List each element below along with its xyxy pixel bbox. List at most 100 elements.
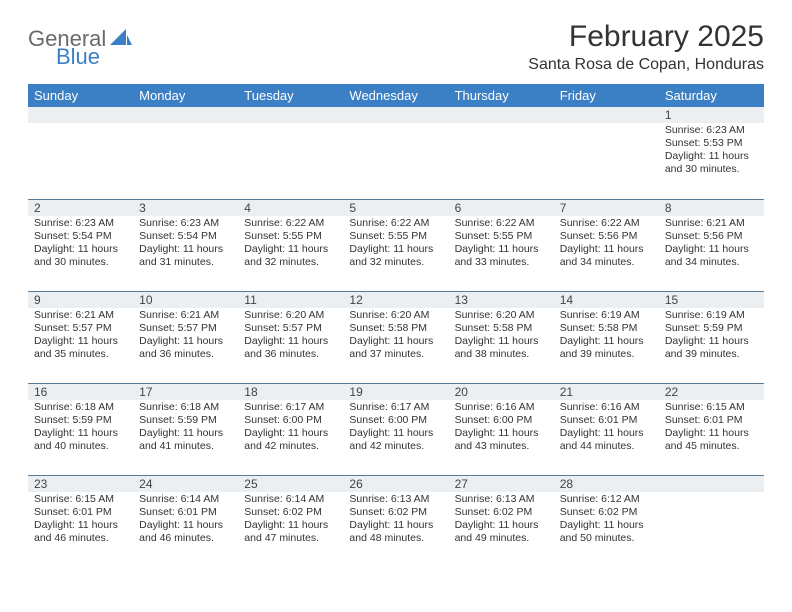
sunset-text: Sunset: 6:02 PM xyxy=(560,506,653,519)
sunrise-text: Sunrise: 6:14 AM xyxy=(244,493,337,506)
calendar-cell: 5Sunrise: 6:22 AMSunset: 5:55 PMDaylight… xyxy=(343,199,448,291)
calendar-cell: 18Sunrise: 6:17 AMSunset: 6:00 PMDayligh… xyxy=(238,383,343,475)
sunrise-text: Sunrise: 6:19 AM xyxy=(665,309,758,322)
calendar-cell: 8Sunrise: 6:21 AMSunset: 5:56 PMDaylight… xyxy=(659,199,764,291)
day-number: 5 xyxy=(343,200,448,216)
calendar-row: 16Sunrise: 6:18 AMSunset: 5:59 PMDayligh… xyxy=(28,383,764,475)
sunrise-text: Sunrise: 6:15 AM xyxy=(34,493,127,506)
dayname-sun: Sunday xyxy=(28,84,133,107)
empty-day-band xyxy=(238,107,343,123)
day-number: 25 xyxy=(238,476,343,492)
calendar-cell xyxy=(238,107,343,199)
calendar-cell: 13Sunrise: 6:20 AMSunset: 5:58 PMDayligh… xyxy=(449,291,554,383)
day-details: Sunrise: 6:23 AMSunset: 5:53 PMDaylight:… xyxy=(659,123,764,181)
day-details: Sunrise: 6:18 AMSunset: 5:59 PMDaylight:… xyxy=(28,400,133,458)
daylight-text: Daylight: 11 hours and 37 minutes. xyxy=(349,335,442,361)
sunrise-text: Sunrise: 6:23 AM xyxy=(139,217,232,230)
day-details: Sunrise: 6:15 AMSunset: 6:01 PMDaylight:… xyxy=(28,492,133,550)
sunset-text: Sunset: 6:02 PM xyxy=(349,506,442,519)
calendar-cell: 1Sunrise: 6:23 AMSunset: 5:53 PMDaylight… xyxy=(659,107,764,199)
day-details: Sunrise: 6:22 AMSunset: 5:55 PMDaylight:… xyxy=(238,216,343,274)
sunrise-text: Sunrise: 6:17 AM xyxy=(244,401,337,414)
sunset-text: Sunset: 5:57 PM xyxy=(34,322,127,335)
daylight-text: Daylight: 11 hours and 31 minutes. xyxy=(139,243,232,269)
day-details: Sunrise: 6:22 AMSunset: 5:55 PMDaylight:… xyxy=(449,216,554,274)
calendar-page: General Blue February 2025 Santa Rosa de… xyxy=(0,0,792,577)
sunrise-text: Sunrise: 6:22 AM xyxy=(455,217,548,230)
page-header: General Blue February 2025 Santa Rosa de… xyxy=(28,20,764,74)
calendar-cell xyxy=(449,107,554,199)
day-details: Sunrise: 6:12 AMSunset: 6:02 PMDaylight:… xyxy=(554,492,659,550)
calendar-cell: 11Sunrise: 6:20 AMSunset: 5:57 PMDayligh… xyxy=(238,291,343,383)
daylight-text: Daylight: 11 hours and 33 minutes. xyxy=(455,243,548,269)
sunset-text: Sunset: 5:59 PM xyxy=(139,414,232,427)
day-details: Sunrise: 6:20 AMSunset: 5:58 PMDaylight:… xyxy=(449,308,554,366)
day-details: Sunrise: 6:16 AMSunset: 6:01 PMDaylight:… xyxy=(554,400,659,458)
empty-day-band xyxy=(28,107,133,123)
calendar-cell xyxy=(133,107,238,199)
calendar-cell: 12Sunrise: 6:20 AMSunset: 5:58 PMDayligh… xyxy=(343,291,448,383)
calendar-cell: 15Sunrise: 6:19 AMSunset: 5:59 PMDayligh… xyxy=(659,291,764,383)
sunrise-text: Sunrise: 6:19 AM xyxy=(560,309,653,322)
sunrise-text: Sunrise: 6:21 AM xyxy=(34,309,127,322)
calendar-cell: 6Sunrise: 6:22 AMSunset: 5:55 PMDaylight… xyxy=(449,199,554,291)
calendar-cell: 28Sunrise: 6:12 AMSunset: 6:02 PMDayligh… xyxy=(554,475,659,567)
day-details: Sunrise: 6:20 AMSunset: 5:57 PMDaylight:… xyxy=(238,308,343,366)
calendar-cell: 16Sunrise: 6:18 AMSunset: 5:59 PMDayligh… xyxy=(28,383,133,475)
calendar-cell xyxy=(343,107,448,199)
dayname-thu: Thursday xyxy=(449,84,554,107)
day-number: 8 xyxy=(659,200,764,216)
daylight-text: Daylight: 11 hours and 49 minutes. xyxy=(455,519,548,545)
dayname-fri: Friday xyxy=(554,84,659,107)
calendar-cell: 26Sunrise: 6:13 AMSunset: 6:02 PMDayligh… xyxy=(343,475,448,567)
day-number: 15 xyxy=(659,292,764,308)
day-number: 9 xyxy=(28,292,133,308)
sunset-text: Sunset: 5:55 PM xyxy=(349,230,442,243)
dayname-mon: Monday xyxy=(133,84,238,107)
day-number: 4 xyxy=(238,200,343,216)
daylight-text: Daylight: 11 hours and 39 minutes. xyxy=(665,335,758,361)
sunset-text: Sunset: 5:55 PM xyxy=(244,230,337,243)
day-details: Sunrise: 6:13 AMSunset: 6:02 PMDaylight:… xyxy=(343,492,448,550)
empty-day-band xyxy=(449,107,554,123)
sunset-text: Sunset: 6:01 PM xyxy=(665,414,758,427)
calendar-cell: 25Sunrise: 6:14 AMSunset: 6:02 PMDayligh… xyxy=(238,475,343,567)
month-title: February 2025 xyxy=(528,20,764,54)
sunset-text: Sunset: 5:58 PM xyxy=(349,322,442,335)
day-details: Sunrise: 6:15 AMSunset: 6:01 PMDaylight:… xyxy=(659,400,764,458)
sunrise-text: Sunrise: 6:17 AM xyxy=(349,401,442,414)
daylight-text: Daylight: 11 hours and 44 minutes. xyxy=(560,427,653,453)
day-number: 20 xyxy=(449,384,554,400)
sunset-text: Sunset: 5:53 PM xyxy=(665,137,758,150)
calendar-cell: 10Sunrise: 6:21 AMSunset: 5:57 PMDayligh… xyxy=(133,291,238,383)
daylight-text: Daylight: 11 hours and 34 minutes. xyxy=(560,243,653,269)
sunrise-text: Sunrise: 6:18 AM xyxy=(34,401,127,414)
empty-day-band xyxy=(343,107,448,123)
sunrise-text: Sunrise: 6:23 AM xyxy=(665,124,758,137)
day-number: 28 xyxy=(554,476,659,492)
day-number: 12 xyxy=(343,292,448,308)
sunset-text: Sunset: 5:56 PM xyxy=(665,230,758,243)
day-details: Sunrise: 6:14 AMSunset: 6:02 PMDaylight:… xyxy=(238,492,343,550)
day-number: 19 xyxy=(343,384,448,400)
calendar-row: 9Sunrise: 6:21 AMSunset: 5:57 PMDaylight… xyxy=(28,291,764,383)
daylight-text: Daylight: 11 hours and 45 minutes. xyxy=(665,427,758,453)
day-details: Sunrise: 6:21 AMSunset: 5:56 PMDaylight:… xyxy=(659,216,764,274)
calendar-cell: 17Sunrise: 6:18 AMSunset: 5:59 PMDayligh… xyxy=(133,383,238,475)
daylight-text: Daylight: 11 hours and 32 minutes. xyxy=(349,243,442,269)
day-number: 13 xyxy=(449,292,554,308)
sunrise-text: Sunrise: 6:13 AM xyxy=(349,493,442,506)
header-right: February 2025 Santa Rosa de Copan, Hondu… xyxy=(528,20,764,74)
daylight-text: Daylight: 11 hours and 46 minutes. xyxy=(139,519,232,545)
sunrise-text: Sunrise: 6:22 AM xyxy=(244,217,337,230)
daylight-text: Daylight: 11 hours and 46 minutes. xyxy=(34,519,127,545)
dayname-sat: Saturday xyxy=(659,84,764,107)
day-details: Sunrise: 6:23 AMSunset: 5:54 PMDaylight:… xyxy=(133,216,238,274)
sunrise-text: Sunrise: 6:12 AM xyxy=(560,493,653,506)
day-details: Sunrise: 6:20 AMSunset: 5:58 PMDaylight:… xyxy=(343,308,448,366)
sunrise-text: Sunrise: 6:21 AM xyxy=(139,309,232,322)
dayname-tue: Tuesday xyxy=(238,84,343,107)
daylight-text: Daylight: 11 hours and 48 minutes. xyxy=(349,519,442,545)
day-number: 17 xyxy=(133,384,238,400)
daylight-text: Daylight: 11 hours and 36 minutes. xyxy=(139,335,232,361)
